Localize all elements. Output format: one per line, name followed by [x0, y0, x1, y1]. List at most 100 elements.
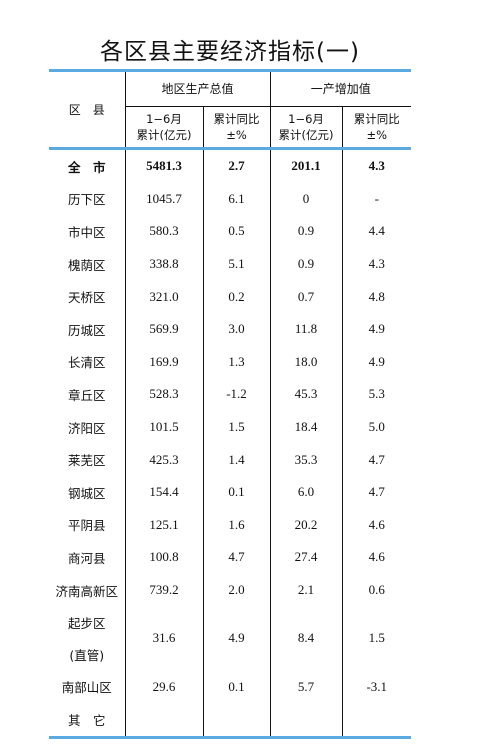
- region-name: 天桥区: [67, 290, 106, 306]
- region-name: 历下区: [67, 192, 106, 208]
- gdp-cum-line1: 1−6月: [146, 112, 182, 126]
- primary-cumulative-cell: 18.4: [269, 410, 343, 444]
- primary-cumulative-cell: 201.1: [269, 150, 343, 183]
- gdp-cumulative-cell: 101.5: [124, 410, 203, 444]
- table-row: 天桥区 321.0 0.2 0.7 4.8: [49, 280, 412, 313]
- gdp-cumulative-cell: 31.6: [124, 606, 203, 671]
- gdp-yoy-cell: 3.0: [202, 312, 271, 346]
- gdp-cumulative-cell: 338.8: [124, 247, 203, 281]
- region-name: 平阴县: [67, 518, 106, 534]
- table-row: 济南高新区 739.2 2.0 2.1 0.6: [49, 573, 412, 607]
- primary-group-header: 一产增加值: [269, 72, 412, 107]
- table-row: 钢城区 154.4 0.1 6.0 4.7: [49, 475, 412, 509]
- gdp-yoy-cell: 1.3: [202, 345, 271, 379]
- gdp-cum-line2: 累计(亿元): [136, 128, 192, 142]
- table-top-rule: [49, 69, 411, 72]
- gdp-cumulative-cell: 528.3: [124, 378, 203, 411]
- region-name: 莱芜区: [67, 453, 106, 469]
- empty-cell: [341, 703, 412, 736]
- gdp-yoy-line2: ±%: [226, 128, 247, 142]
- region-name-note: (直管): [69, 647, 105, 663]
- primary-yoy-cell: 4.3: [341, 247, 412, 281]
- gdp-cumulative-cell: 154.4: [124, 475, 203, 509]
- primary-yoy-cell: 4.3: [341, 150, 412, 183]
- primary-yoy-cell: -3.1: [341, 670, 412, 704]
- empty-cell: [202, 703, 271, 736]
- region-header: 区 县: [68, 102, 105, 117]
- region-name: 济南高新区: [55, 583, 118, 599]
- empty-cell: [124, 703, 203, 736]
- primary-yoy-cell: 5.3: [341, 378, 412, 411]
- primary-yoy-cell: 4.6: [341, 541, 412, 574]
- region-name: 起步区: [67, 615, 106, 631]
- primary-cumulative-cell: 27.4: [269, 541, 343, 574]
- primary-cumulative-cell: 5.7: [269, 670, 343, 704]
- gdp-cumulative-cell: 100.8: [124, 541, 203, 574]
- region-name: 槐荫区: [67, 257, 106, 273]
- primary-cumulative-cell: 18.0: [269, 345, 343, 379]
- table-row: 莱芜区 425.3 1.4 35.3 4.7: [49, 443, 412, 476]
- primary-yoy-cell: 0.6: [341, 573, 412, 607]
- primary-cumulative-cell: 8.4: [269, 606, 343, 671]
- region-name: 市中区: [67, 224, 106, 240]
- primary-cumulative-cell: 0.7: [269, 280, 343, 313]
- table-row: 章丘区 528.3 -1.2 45.3 5.3: [49, 378, 412, 411]
- empty-cell: [269, 703, 343, 736]
- region-name: 商河县: [67, 550, 106, 566]
- primary-cumulative-cell: 0.9: [269, 247, 343, 281]
- gdp-group-header: 地区生产总值: [124, 72, 271, 107]
- region-name: 历城区: [67, 322, 106, 338]
- region-name: 全 市: [67, 159, 106, 175]
- gdp-yoy-cell: 2.7: [202, 150, 271, 183]
- gdp-cumulative-cell: 5481.3: [124, 150, 203, 183]
- primary-yoy-cell: 1.5: [341, 606, 412, 671]
- economic-indicators-table: 区 县 地区生产总值 一产增加值 1−6月 累计(亿元) 累计同比 ±% 1−6…: [49, 69, 412, 739]
- gdp-cumulative-cell: 29.6: [124, 670, 203, 704]
- primary-yoy-cell: 4.4: [341, 215, 412, 248]
- gdp-yoy-cell: 0.1: [202, 475, 271, 509]
- page-title: 各区县主要经济指标(一): [100, 39, 360, 65]
- gdp-yoy-cell: 5.1: [202, 247, 271, 281]
- gdp-yoy-cell: 1.5: [202, 410, 271, 444]
- primary-yoy-header: 累计同比 ±%: [341, 106, 412, 147]
- gdp-cumulative-cell: 321.0: [124, 280, 203, 313]
- primary-yoy-cell: -: [341, 182, 412, 216]
- table-row: 长清区 169.9 1.3 18.0 4.9: [49, 345, 412, 379]
- primary-cumulative-cell: 2.1: [269, 573, 343, 607]
- gdp-cumulative-header: 1−6月 累计(亿元): [124, 106, 203, 147]
- gdp-yoy-line1: 累计同比: [213, 112, 260, 126]
- table-row: 平阴县 125.1 1.6 20.2 4.6: [49, 508, 412, 542]
- gdp-yoy-cell: -1.2: [202, 378, 271, 411]
- region-name: 其 它: [67, 713, 106, 729]
- gdp-cumulative-cell: 1045.7: [124, 182, 203, 216]
- gdp-yoy-cell: 2.0: [202, 573, 271, 607]
- primary-cumulative-header: 1−6月 累计(亿元): [269, 106, 343, 147]
- table-row: 历城区 569.9 3.0 11.8 4.9: [49, 312, 412, 346]
- primary-yoy-cell: 4.6: [341, 508, 412, 542]
- gdp-yoy-cell: 0.5: [202, 215, 271, 248]
- pri-cum-line2: 累计(亿元): [278, 128, 334, 142]
- region-name: 章丘区: [67, 387, 106, 403]
- primary-cumulative-cell: 6.0: [269, 475, 343, 509]
- table-row: 槐荫区 338.8 5.1 0.9 4.3: [49, 247, 412, 281]
- gdp-yoy-cell: 0.2: [202, 280, 271, 313]
- primary-yoy-cell: 5.0: [341, 410, 412, 444]
- gdp-yoy-header: 累计同比 ±%: [202, 106, 271, 147]
- table-row: 济阳区 101.5 1.5 18.4 5.0: [49, 410, 412, 444]
- primary-cumulative-cell: 20.2: [269, 508, 343, 542]
- primary-yoy-cell: 4.9: [341, 345, 412, 379]
- primary-yoy-cell: 4.7: [341, 475, 412, 509]
- gdp-cumulative-cell: 569.9: [124, 312, 203, 346]
- region-name: 济阳区: [67, 420, 106, 436]
- table-row: 商河县 100.8 4.7 27.4 4.6: [49, 541, 412, 574]
- primary-yoy-cell: 4.7: [341, 443, 412, 476]
- primary-yoy-cell: 4.9: [341, 312, 412, 346]
- gdp-cumulative-cell: 125.1: [124, 508, 203, 542]
- table-row: 全 市 5481.3 2.7 201.1 4.3: [49, 150, 412, 183]
- gdp-yoy-cell: 4.7: [202, 541, 271, 574]
- primary-cumulative-cell: 35.3: [269, 443, 343, 476]
- primary-cumulative-cell: 11.8: [269, 312, 343, 346]
- primary-cumulative-cell: 0.9: [269, 215, 343, 248]
- pri-yoy-line1: 累计同比: [353, 112, 400, 126]
- pri-yoy-line2: ±%: [366, 128, 388, 142]
